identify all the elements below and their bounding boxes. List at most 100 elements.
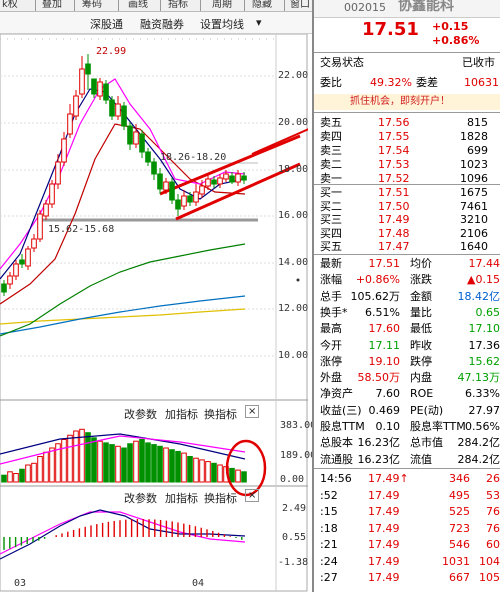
candlestick (193, 191, 199, 203)
candlestick (139, 133, 145, 153)
stat-value: 6.33% (465, 387, 500, 401)
candlestick (103, 83, 109, 101)
candlestick (241, 175, 247, 181)
macd-switch-indicator-button[interactable]: 换指标 (204, 492, 237, 505)
margin-trading-link[interactable]: 融资融券 (140, 18, 184, 31)
bid-level-label: 买一 (320, 186, 342, 199)
divider (314, 184, 500, 185)
toolbar-tab-window[interactable]: 窗口 (290, 0, 310, 10)
tick-time: :15 (320, 505, 338, 518)
macd-modify-params-button[interactable]: 改参数 (124, 492, 157, 505)
toolbar-tab-chips[interactable]: 筹码 (82, 0, 102, 10)
tick-count: 76 (486, 505, 500, 518)
hk-connect-link[interactable]: 深股通 (90, 18, 123, 31)
stat-value: 17.36 (468, 338, 500, 352)
bid-price: 17.51 (378, 186, 410, 199)
volume-bar (199, 459, 205, 483)
close-icon[interactable]: × (245, 489, 260, 502)
stat-value: 17.51 (368, 257, 401, 270)
price-axis-label: 14.00 (278, 257, 309, 268)
stat-label: 涨幅 (320, 273, 342, 287)
chevron-down-icon[interactable]: ▾ (256, 16, 262, 29)
toolbar-tab-period[interactable]: 周期 (212, 0, 232, 10)
tick-volume: 723 (449, 521, 470, 535)
stat-value: 18.42亿 (457, 289, 500, 303)
ma-settings-link[interactable]: 设置均线 (200, 18, 244, 31)
ask-level-label: 卖三 (320, 144, 342, 157)
current-price: 17.51 (362, 19, 419, 40)
ask-price: 17.56 (378, 116, 410, 129)
candlestick (97, 81, 103, 97)
stat-value: 284.2亿 (457, 436, 500, 450)
stat-label: 内盘 (410, 371, 432, 385)
tick-price: 17.49 (368, 505, 400, 518)
tick-row: :18 17.49 723 76 (314, 522, 500, 536)
tick-row: :21 17.49 546 60 (314, 538, 500, 552)
stat-value: 0.10 (375, 420, 401, 433)
stat-row: 涨幅 +0.86% 涨跌 ▲0.15 (314, 273, 500, 287)
volume-ma-line (0, 435, 246, 465)
volume-bar (103, 442, 109, 483)
tick-price: 17.49 (368, 521, 400, 535)
candlestick (31, 238, 37, 249)
volume-modify-params-button[interactable]: 改参数 (124, 408, 157, 421)
bid-level-label: 买五 (320, 240, 342, 253)
volume-axis-label: 383.00 (280, 420, 317, 431)
toolbar-tab-hide[interactable]: 隐藏 (252, 0, 272, 10)
volume-bar (61, 439, 67, 483)
promo-text[interactable]: 抓住机会，即刻开户！ (350, 96, 450, 107)
crosshair-marker (296, 278, 300, 282)
stat-value: 16.23亿 (357, 452, 401, 466)
bid-row: 买五 17.47 1640 (314, 240, 500, 254)
toolbar-tab-overlay[interactable]: 叠加 (42, 0, 62, 10)
tick-count: 104 (479, 554, 500, 568)
toolbar-tab-indicator[interactable]: 指标 (168, 0, 188, 10)
trend-channel-lower (175, 162, 301, 221)
volume-switch-indicator-button[interactable]: 换指标 (204, 408, 237, 421)
ask-level-label: 卖二 (320, 158, 342, 171)
candlestick (67, 113, 73, 135)
trend-channel-upper (159, 134, 301, 196)
stat-value: 0.56% (465, 420, 500, 433)
tick-time: :27 (320, 571, 338, 584)
stat-label: 外盘 (320, 371, 342, 385)
close-icon[interactable]: × (245, 405, 260, 418)
bid-volume: 2106 (460, 226, 488, 240)
volume-bar (175, 450, 181, 483)
candlestick (199, 185, 205, 195)
candlestick (121, 105, 127, 127)
volume-bar (133, 440, 139, 483)
bid-row: 买四 17.48 2106 (314, 227, 500, 241)
toolbar-tab-draw[interactable]: 画线 (128, 0, 148, 10)
stat-label: 最低 (410, 322, 432, 336)
stat-value: +0.86% (355, 273, 400, 287)
volume-bar (193, 457, 199, 483)
toolbar-tab-rights[interactable]: k权 (2, 0, 18, 10)
volume-bar (139, 439, 145, 483)
stat-label: 最高 (320, 322, 342, 336)
ma30-line (0, 243, 246, 337)
stat-label: 金额 (410, 289, 432, 303)
stat-label: 换手* (320, 305, 348, 319)
stat-row: 净资产 7.60 ROE 6.33% (314, 387, 500, 401)
stat-row: 总手 105.62万 金额 18.42亿 (314, 290, 500, 304)
ask-volume: 815 (467, 116, 488, 129)
volume-bar (181, 452, 187, 483)
volume-bar (55, 443, 61, 483)
candlestick (163, 181, 169, 191)
price-axis-label: 22.00 (278, 70, 309, 81)
stat-value: 17.44 (468, 257, 500, 270)
stat-value: 105.62万 (350, 289, 401, 303)
candlestick (229, 175, 235, 183)
volume-bar (37, 456, 43, 483)
toolbar-divider (74, 0, 75, 11)
trade-status-value: 已收市 (462, 56, 495, 69)
stat-label: ROE (410, 387, 434, 401)
candlestick (61, 138, 67, 163)
macd-add-indicator-button[interactable]: 加指标 (165, 492, 198, 505)
toolbar-divider (118, 0, 119, 11)
volume-add-indicator-button[interactable]: 加指标 (165, 408, 198, 421)
promo-banner[interactable]: 抓住机会，即刻开户！ (314, 94, 500, 110)
volume-bar (121, 447, 127, 483)
kline-chart[interactable] (0, 34, 308, 592)
